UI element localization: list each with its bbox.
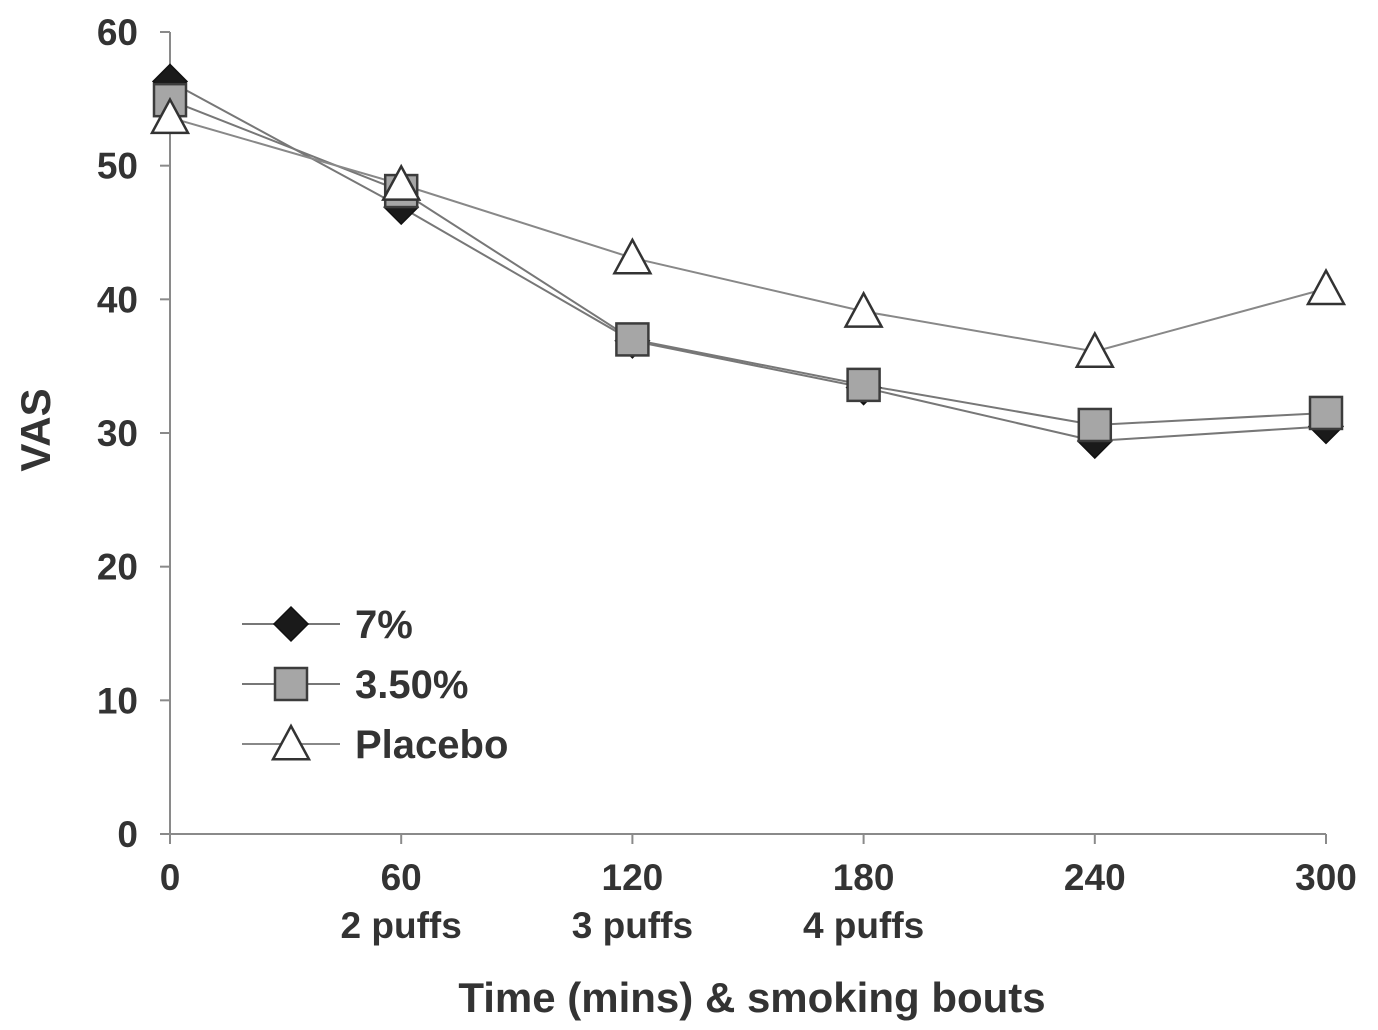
x-tick-label: 180 [833, 857, 895, 898]
legend-marker [273, 666, 309, 702]
y-axis-label: VAS [12, 388, 59, 471]
series-line-0 [169, 80, 1327, 443]
data-point-2-4 [1074, 330, 1115, 369]
data-point-2-0 [149, 96, 191, 135]
legend-label: 7% [355, 603, 413, 647]
series-markers [149, 63, 1347, 460]
x-tick-label: 240 [1064, 857, 1126, 898]
data-point-2-1 [381, 163, 422, 201]
y-tick-label: 40 [97, 279, 138, 320]
x-tick-sublabel: 4 puffs [803, 905, 924, 946]
series-line-1 [169, 99, 1327, 426]
y-tick-label: 60 [97, 12, 138, 53]
x-tick-sublabel: 3 puffs [572, 905, 693, 946]
axes: 0 10 20 30 40 50 60 0 60 2 puffs 120 3 puffs 180 4 pu… [97, 12, 1357, 946]
y-tick-label: 30 [97, 413, 138, 454]
x-tick-label: 300 [1295, 857, 1357, 898]
x-axis-label: Time (mins) & smoking bouts [458, 974, 1045, 1021]
y-tick-label: 0 [117, 814, 138, 855]
data-point-2-2 [612, 237, 653, 275]
series-lines [169, 80, 1327, 443]
y-tick-label: 50 [97, 146, 138, 187]
legend: 7% 3.50% Placebo [242, 603, 508, 767]
x-tick-label: 120 [602, 857, 664, 898]
legend-label: Placebo [355, 723, 508, 767]
data-point-2-3 [843, 290, 884, 328]
x-tick-label: 0 [160, 857, 181, 898]
data-point-1-5 [1308, 395, 1344, 431]
y-tick-label: 10 [97, 680, 138, 721]
x-tick-label: 60 [381, 857, 422, 898]
data-point-1-4 [1077, 407, 1113, 443]
series-line-2 [169, 116, 1327, 353]
legend-marker [272, 605, 310, 643]
data-point-1-2 [615, 322, 650, 357]
data-point-1-3 [846, 367, 881, 403]
y-tick-label: 20 [97, 547, 138, 588]
legend-label: 3.50% [355, 663, 468, 707]
data-point-2-5 [1305, 268, 1347, 306]
x-tick-sublabel: 2 puffs [341, 905, 462, 946]
legend-marker [270, 723, 312, 761]
